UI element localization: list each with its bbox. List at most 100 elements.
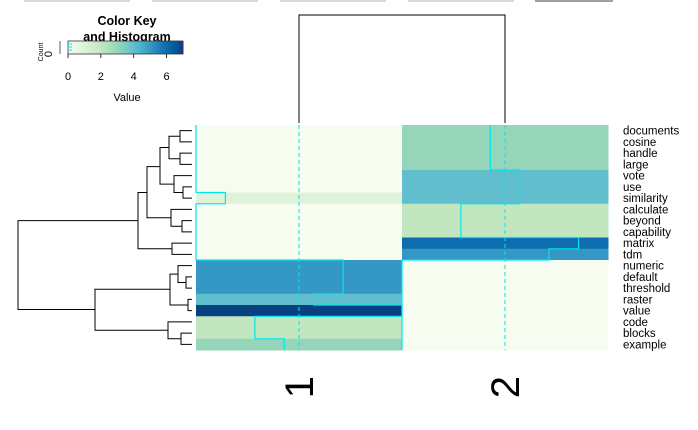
heatmap-cell: [402, 125, 609, 137]
key-gradient-step: [75, 41, 78, 54]
heatmap-cell: [196, 327, 403, 340]
key-gradient-step: [94, 41, 98, 54]
key-gradient-step: [169, 41, 172, 54]
row-label: vote: [623, 171, 645, 183]
row-dendrogram-branch: [179, 130, 192, 143]
heatmap-cell: [402, 215, 609, 227]
key-title-line2: and Histogram: [83, 30, 171, 44]
key-gradient-step: [137, 41, 140, 54]
key-gradient-step: [104, 41, 107, 54]
column-label: 1: [278, 376, 322, 398]
key-gradient-step: [71, 41, 75, 54]
color-key: Color Key and Histogram Count 0 0 2 4 6 Val…: [38, 14, 184, 104]
heatmap-cell: [196, 181, 403, 193]
key-gradient-step: [100, 41, 103, 54]
key-gradient-step: [117, 41, 121, 54]
key-gradient-step: [142, 41, 146, 54]
top-border-segment: [152, 0, 258, 2]
row-dendrogram-branch: [169, 273, 188, 306]
row-label: matrix: [623, 238, 655, 250]
row-dendrogram-branch: [179, 152, 192, 165]
heatmap-cell: [196, 271, 403, 283]
key-gradient-step: [140, 41, 144, 54]
key-gradient-step: [179, 41, 182, 54]
row-label: beyond: [623, 216, 661, 228]
key-gradient-step: [148, 41, 151, 54]
key-tick-label: 0: [65, 71, 71, 83]
row-dendrogram-branch: [171, 242, 192, 255]
row-label: similarity: [623, 193, 668, 205]
trace-line: [195, 125, 403, 350]
row-dendrogram-branch: [181, 220, 192, 233]
key-tick-label: 2: [98, 71, 104, 83]
key-gradient-step: [150, 41, 153, 54]
key-gradient-step: [138, 41, 142, 54]
key-gradient-step: [127, 41, 130, 54]
key-gradient-step: [167, 41, 170, 54]
key-gradient-step: [173, 41, 176, 54]
key-gradient-step: [125, 41, 128, 54]
key-gradient-step: [177, 41, 180, 54]
row-label: default: [623, 272, 658, 284]
row-label: code: [623, 317, 648, 329]
key-gradient-step: [131, 41, 134, 54]
key-ylabel: Count: [38, 43, 45, 62]
key-gradient-step: [119, 41, 123, 54]
heatmap-cell: [402, 237, 609, 250]
key-gradient-step: [175, 41, 178, 54]
key-gradient-step: [91, 41, 94, 54]
row-dendrogram-branch: [94, 288, 170, 331]
heatmap-cell: [402, 181, 609, 193]
row-label: example: [623, 339, 666, 351]
key-ticks: 0 2 4 6: [65, 54, 170, 83]
heatmap-cell: [402, 293, 609, 306]
row-label: documents: [623, 126, 680, 138]
key-gradient-step: [112, 41, 115, 54]
key-gradient-step: [123, 41, 126, 54]
key-gradient-step: [135, 41, 138, 54]
key-gradient-step: [102, 41, 105, 54]
row-label: threshold: [623, 283, 670, 295]
row-dendrogram-branch: [159, 147, 174, 185]
row-dendrogram-branch: [146, 166, 171, 219]
row-dendrogram-branch: [137, 192, 172, 250]
row-label: large: [623, 159, 649, 171]
row-label: raster: [623, 294, 653, 306]
top-border-segment: [408, 0, 514, 2]
key-gradient-step: [144, 41, 147, 54]
key-gradient-step: [79, 41, 82, 54]
trace-line: [401, 125, 580, 350]
row-dendrogram-branch: [185, 276, 192, 289]
key-gradient-step: [161, 41, 165, 54]
key-gradient-step: [152, 41, 155, 54]
key-ytick: 0: [43, 51, 55, 57]
heatmap-cell: [196, 215, 403, 227]
key-gradient-step: [156, 41, 159, 54]
row-dendrogram-branch: [177, 265, 192, 283]
row-label: blocks: [623, 328, 656, 340]
top-border-segment: [24, 0, 130, 2]
key-gradient-step: [129, 41, 132, 54]
key-gradient-step: [108, 41, 111, 54]
trace-lines: [195, 125, 580, 350]
key-gradient-step: [121, 41, 124, 54]
key-gradient-step: [81, 41, 84, 54]
column-label: 2: [484, 376, 528, 398]
key-gradient-step: [87, 41, 90, 54]
key-gradient-step: [163, 41, 167, 54]
row-dendrogram-branch: [187, 298, 192, 312]
row-dendrogram-branch: [180, 332, 192, 345]
column-dendrogram: [298, 14, 506, 123]
key-gradient-step: [89, 41, 92, 54]
key-gradient-step: [83, 41, 86, 54]
key-gradient-step: [154, 41, 157, 54]
key-tick-label: 6: [164, 71, 170, 83]
key-gradient-bar: [59, 40, 184, 55]
key-histogram-trace: [68, 43, 72, 51]
heatmap-cell: [196, 158, 403, 171]
heatmap-cell: [196, 293, 403, 306]
top-border-segment: [280, 0, 386, 2]
key-gradient-step: [133, 41, 136, 54]
